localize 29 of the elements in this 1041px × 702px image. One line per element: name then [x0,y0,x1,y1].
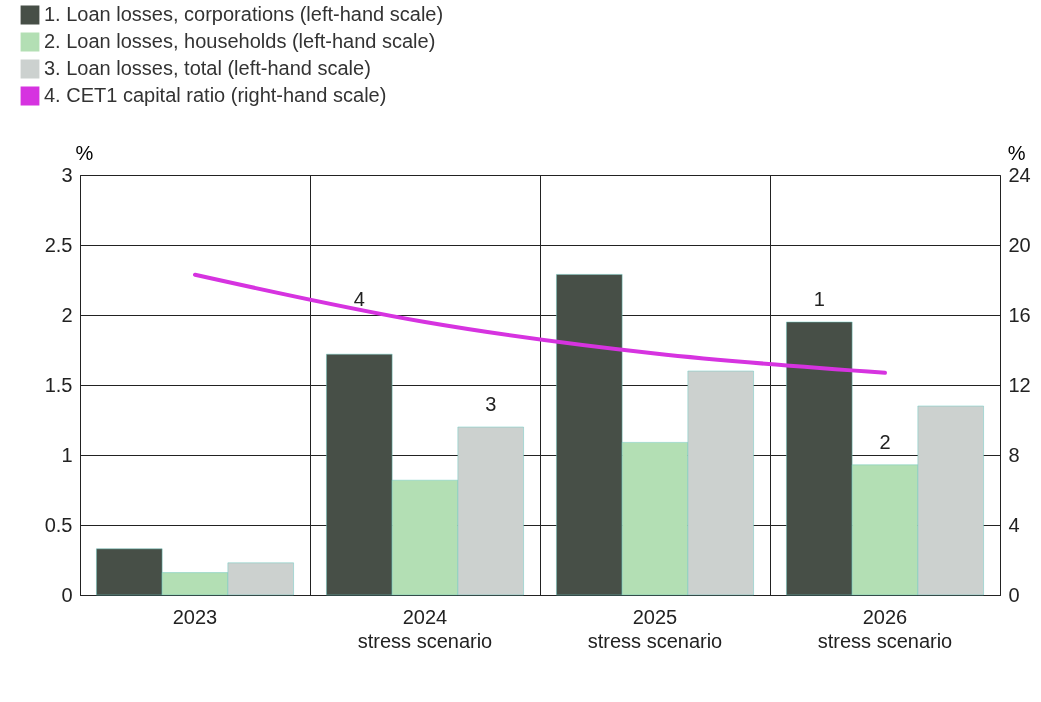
x-tick-label: 2025 stress scenario [587,605,723,652]
y2-axis-title: % [1007,141,1026,164]
y2-tick-label: 12 [1008,373,1031,396]
y-tick-label: 2.5 [44,233,73,256]
annotation: 3 [485,393,497,415]
y-axis-title: % [75,141,94,164]
y2-tick-label: 16 [1008,303,1031,326]
x-tick-label: 2026 stress scenario [817,605,953,652]
y2-tick-label: 8 [1008,443,1020,466]
legend-label: 2. Loan losses, households (left-hand scale) [44,30,436,52]
annotation: 4 [353,288,365,310]
y-tick-label: 2 [61,303,73,326]
annotation: 2 [879,430,891,453]
y2-tick-label: 24 [1008,163,1031,186]
legend-label: 1. Loan losses, corporations (left-hand scale) [44,3,444,25]
legend-label: 4. CET1 capital ratio (right-hand scale) [44,84,387,106]
x-tick-label: 2023 [172,605,218,628]
y-tick-label: 3 [61,163,73,186]
y2-tick-label: 20 [1008,233,1031,256]
y-tick-label: 0 [61,583,73,606]
y2-tick-label: 4 [1008,513,1020,536]
x-tick-label: 2024 stress scenario [357,605,493,652]
line-series [193,272,887,375]
y-tick-label: 0.5 [44,513,73,536]
annotation: 1 [813,288,825,310]
legend-label: 3. Loan losses, total (left-hand scale) [44,57,371,79]
y-tick-label: 1 [61,443,73,466]
y2-tick-label: 0 [1008,583,1020,606]
y-tick-label: 1.5 [44,373,73,396]
